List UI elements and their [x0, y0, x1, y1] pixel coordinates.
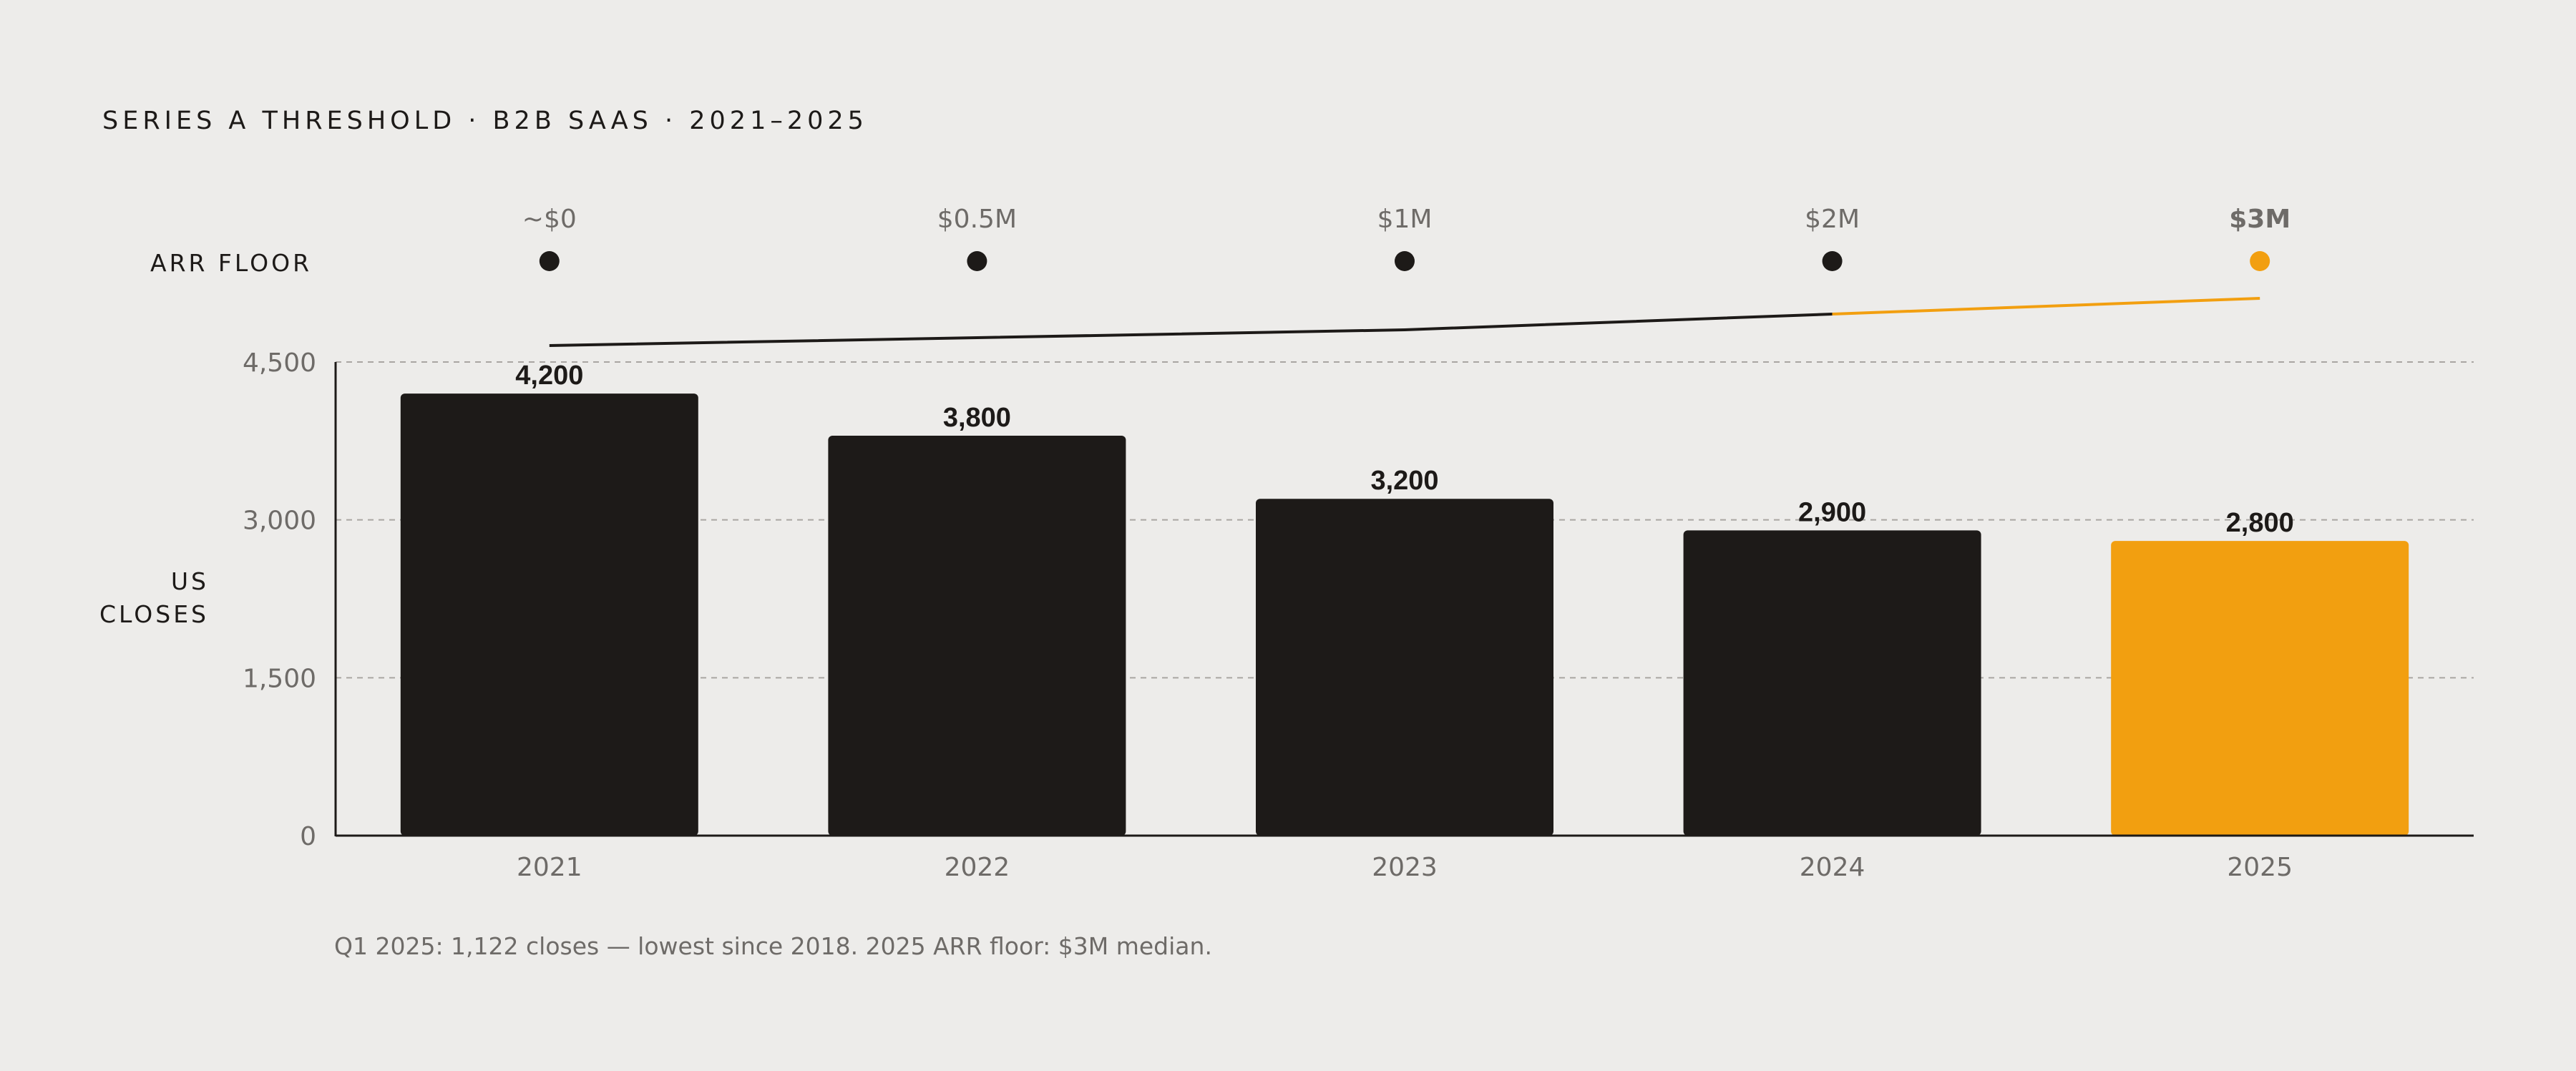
bar-2024: [1683, 530, 1981, 836]
footnote: Q1 2025: 1,122 closes — lowest since 201…: [334, 932, 1212, 960]
bars: 4,200 3,800 3,200 2,900 2,800: [400, 361, 2409, 836]
y-axis-label-line-1: US: [171, 567, 209, 595]
axes: 0 1,500 3,000 4,500 2021 2022 2023 2024 2025: [243, 348, 2474, 882]
bar-value-label-2024: 2,900: [1798, 497, 1866, 527]
arr-floor-trend-line-highlight: [1832, 297, 2260, 316]
bar-2023: [1256, 499, 1553, 836]
y-tick-label-3,000: 3,000: [243, 507, 316, 536]
bar-2025: [2111, 541, 2409, 836]
arr-floor-dot-2024: [1822, 251, 1843, 271]
arr-floor-milestone-2023: $1M: [1377, 205, 1433, 234]
chart-title: SERIES A THRESHOLD · B2B SAAS · 2021–202…: [102, 107, 868, 135]
arr-floor-milestone-2024: $2M: [1805, 205, 1860, 234]
bar-value-label-2023: 3,200: [1370, 466, 1438, 496]
x-tick-label-2024: 2024: [1800, 853, 1865, 882]
arr-floor-dot-2022: [967, 251, 987, 271]
bar-2021: [400, 393, 698, 836]
arr-floor-dot-2021: [539, 251, 560, 271]
arr-floor-dot-2025: [2250, 251, 2270, 271]
arr-floor-milestone-2022: $0.5M: [937, 205, 1017, 234]
bar-2022: [828, 435, 1126, 836]
y-tick-label-0: 0: [300, 822, 316, 851]
arr-floor-milestone-2025: $3M: [2229, 205, 2290, 234]
bar-value-label-2025: 2,800: [2226, 508, 2294, 538]
x-tick-label-2022: 2022: [945, 853, 1010, 882]
arr-floor-trend-line: [549, 313, 1833, 347]
y-axis-label-line-2: CLOSES: [99, 600, 209, 628]
arr-floor-milestone-2021: ~$0: [522, 205, 577, 234]
y-tick-label-1,500: 1,500: [243, 664, 316, 693]
x-tick-label-2021: 2021: [517, 853, 582, 882]
arr-floor-dot-2023: [1395, 251, 1415, 271]
y-tick-label-4,500: 4,500: [243, 348, 316, 378]
x-tick-label-2025: 2025: [2227, 853, 2293, 882]
arr-floor-label: ARR FLOOR: [150, 249, 312, 277]
bar-value-label-2022: 3,800: [943, 403, 1011, 433]
arr-floor-track: ~$0 $0.5M $1M $2M $3M: [522, 205, 2290, 347]
bar-value-label-2021: 4,200: [515, 361, 583, 391]
x-tick-label-2023: 2023: [1372, 853, 1438, 882]
